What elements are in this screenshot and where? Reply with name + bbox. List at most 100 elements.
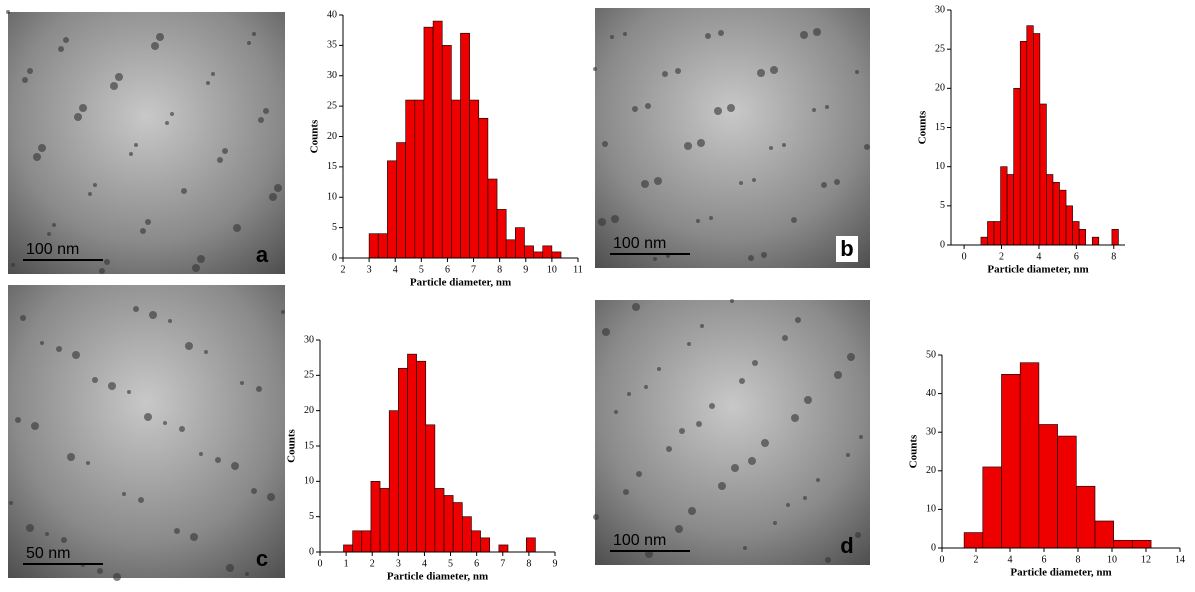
x-tick-label: 9 (553, 558, 558, 569)
x-tick-label: 9 (523, 264, 528, 275)
bar (533, 251, 544, 259)
particle (27, 68, 33, 74)
x-tick-label: 2 (341, 264, 346, 275)
x-tick-label: 6 (474, 558, 479, 569)
particle (761, 252, 767, 258)
x-axis-title: Particle diameter, nm (410, 277, 511, 289)
particle (855, 70, 859, 74)
x-axis-title: Particle diameter, nm (387, 571, 488, 583)
particle (641, 180, 649, 188)
y-tick-label: 50 (926, 349, 936, 360)
bar (980, 236, 988, 246)
particle (115, 73, 123, 81)
x-tick-label: 14 (1175, 554, 1185, 565)
particle (26, 524, 34, 532)
bar (1065, 205, 1073, 246)
particle (56, 346, 62, 352)
x-tick-label: 4 (1036, 251, 1041, 262)
particle (38, 144, 46, 152)
x-tick-label: 6 (1042, 554, 1047, 565)
bar (441, 45, 452, 259)
y-tick-label: 25 (327, 100, 337, 111)
y-tick-label: 5 (940, 200, 945, 211)
x-tick-label: 4 (1008, 554, 1013, 565)
particle (33, 153, 41, 161)
x-tick-label: 2 (370, 558, 375, 569)
particle (20, 315, 26, 321)
particle (598, 218, 606, 226)
y-tick-label: 40 (926, 388, 936, 399)
particle (281, 310, 285, 314)
particle (752, 360, 758, 366)
particle (149, 311, 157, 319)
particle (11, 263, 15, 267)
y-tick-label: 25 (304, 370, 314, 381)
particle (47, 232, 51, 236)
particle (6, 10, 10, 14)
particle (31, 422, 39, 430)
particle (657, 367, 661, 371)
panel-label: b (840, 236, 853, 261)
particle (240, 381, 244, 385)
particle (138, 497, 144, 503)
particle (684, 142, 692, 150)
y-tick-label: 15 (935, 122, 945, 133)
particle (675, 525, 683, 533)
particle (74, 113, 82, 121)
particle (804, 396, 812, 404)
particle (757, 69, 765, 77)
y-axis-title: Counts (309, 119, 321, 153)
particle (274, 184, 282, 192)
bar (480, 537, 491, 553)
bar (515, 227, 525, 259)
particle (653, 257, 657, 261)
y-tick-label: 35 (327, 40, 337, 51)
bar (982, 466, 1002, 549)
particle (144, 413, 152, 421)
bar (443, 495, 454, 553)
panel-label: c (256, 546, 268, 571)
particle (226, 564, 234, 572)
bar (405, 99, 416, 259)
particle (752, 178, 756, 182)
particle (134, 143, 138, 147)
particle (602, 141, 608, 147)
particle (199, 452, 203, 456)
x-tick-label: 7 (471, 264, 476, 275)
particle (791, 217, 797, 223)
bar (498, 544, 509, 553)
y-tick-label: 10 (935, 161, 945, 172)
particle (252, 32, 256, 36)
y-tick-label: 10 (304, 476, 314, 487)
micrograph (595, 300, 870, 565)
particle (825, 105, 829, 109)
particle (696, 219, 700, 223)
particle (636, 471, 642, 477)
x-axis-title: Particle diameter, nm (1010, 567, 1111, 579)
particle (156, 33, 164, 41)
particle (748, 457, 756, 465)
bar (525, 537, 536, 553)
particle (748, 255, 754, 261)
y-tick-label: 15 (304, 440, 314, 451)
particle (72, 351, 80, 359)
bar (432, 20, 443, 259)
particle (611, 215, 619, 223)
bar (423, 26, 434, 259)
particle (662, 71, 668, 77)
bar (1057, 435, 1077, 549)
bar (434, 488, 445, 553)
bar (407, 353, 417, 553)
micrograph (595, 8, 870, 268)
particle (217, 157, 223, 163)
x-tick-label: 8 (1076, 554, 1081, 565)
particle (773, 521, 777, 525)
particle (163, 421, 167, 425)
x-tick-label: 4 (422, 558, 427, 569)
particle (215, 457, 221, 463)
particle (632, 106, 638, 112)
particle (245, 572, 249, 576)
y-tick-label: 5 (309, 511, 314, 522)
x-tick-label: 5 (419, 264, 424, 275)
